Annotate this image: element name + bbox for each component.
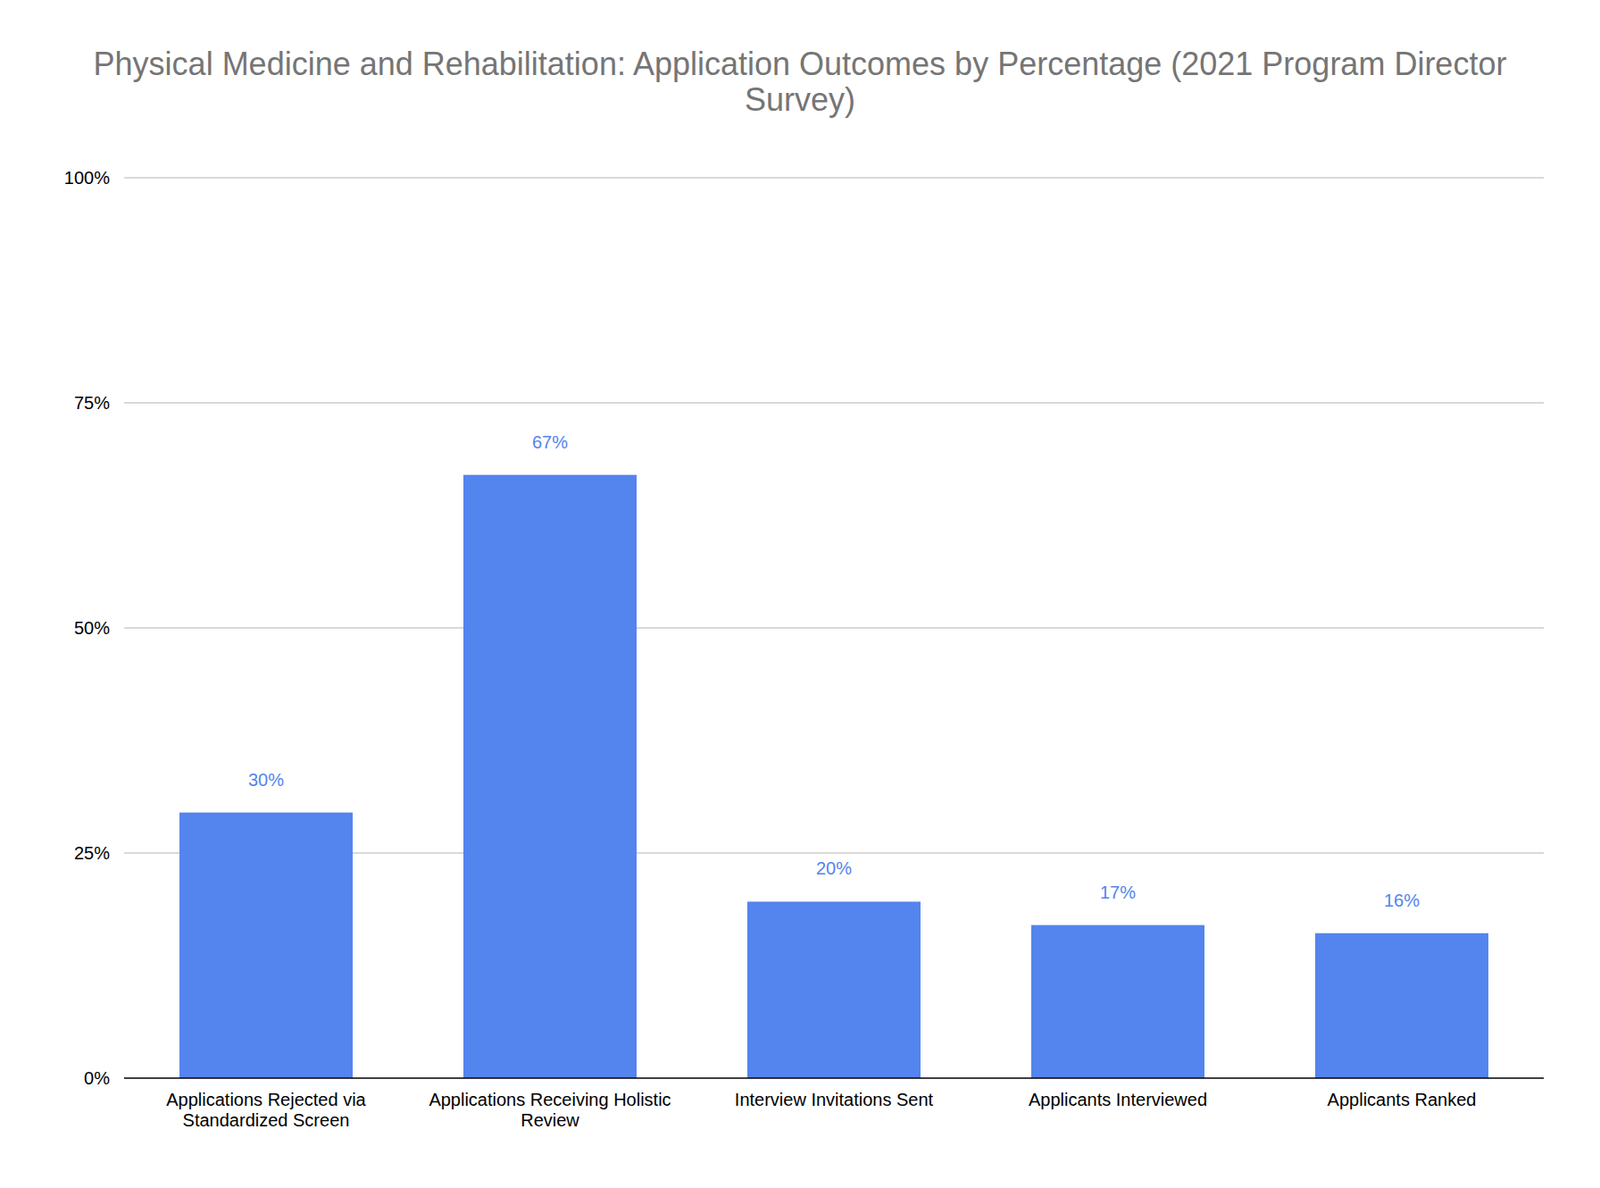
bar <box>179 812 353 1078</box>
x-axis-line <box>124 1076 1544 1079</box>
grid-line <box>124 176 1544 178</box>
chart-title: Physical Medicine and Rehabilitation: Ap… <box>93 45 1508 118</box>
background <box>0 0 1600 1188</box>
bars <box>179 475 1489 1078</box>
x-tick-label: Applicants Ranked <box>1327 1089 1477 1109</box>
chart-container: Physical Medicine and Rehabilitation: Ap… <box>0 0 1600 1188</box>
x-tick-label: Applications Receiving HolisticReview <box>428 1089 671 1130</box>
grid-line <box>124 401 1544 403</box>
grid <box>124 177 1544 853</box>
y-tick-label: 25% <box>74 842 110 863</box>
data-label: 30% <box>248 769 284 790</box>
bar <box>1031 925 1205 1078</box>
y-tick-label: 100% <box>64 167 110 188</box>
data-label: 67% <box>532 432 568 452</box>
y-tick-label: 0% <box>83 1067 110 1088</box>
x-tick-label: Applications Rejected viaStandardized Sc… <box>166 1089 367 1130</box>
labels: 30% Applications Rejected viaStandardized… <box>166 432 1476 1130</box>
data-label: 17% <box>1100 882 1136 902</box>
y-tick-label: 50% <box>74 617 110 638</box>
grid-line <box>124 626 1544 628</box>
data-label: 16% <box>1383 890 1420 910</box>
x-tick-label: Applicants Interviewed <box>1028 1089 1208 1109</box>
bar <box>463 475 637 1078</box>
y-tick-label: 75% <box>74 392 110 413</box>
bar <box>1315 933 1489 1078</box>
bar <box>747 900 921 1078</box>
data-label: 20% <box>816 858 852 878</box>
chart-svg: Physical Medicine and Rehabilitation: Ap… <box>0 0 1600 1188</box>
x-tick-label: Interview Invitations Sent <box>734 1089 934 1109</box>
